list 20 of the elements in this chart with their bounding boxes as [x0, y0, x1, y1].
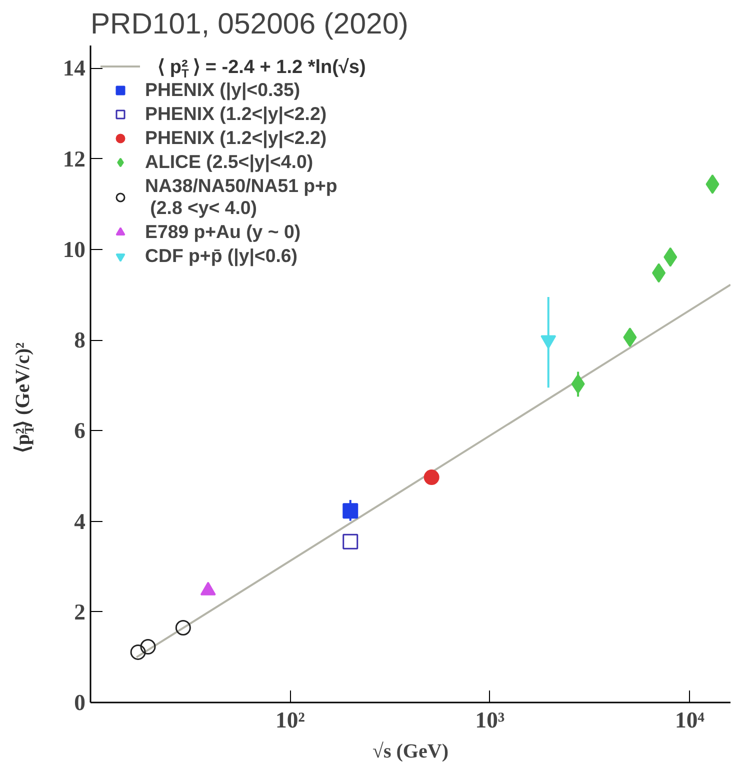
x-tick-label: 10⁴: [675, 708, 705, 732]
x-axis-title: √s (GeV): [372, 740, 448, 762]
chart-title: PRD101, 052006 (2020): [90, 8, 408, 40]
y-tick-label: 2: [74, 599, 86, 624]
y-tick-label: 14: [62, 56, 86, 81]
legend-label: PHENIX (1.2<|y|<2.2): [145, 127, 327, 149]
legend-label: PHENIX (|y|<0.35): [145, 79, 300, 101]
y-tick-label: 8: [74, 328, 86, 353]
legend-label: CDF p+p̄ (|y|<0.6): [145, 245, 298, 267]
legend-label: NA38/NA50/NA51 p+p (2.8 <y< 4.0): [145, 175, 338, 219]
legend-label: E789 p+Au (y ~ 0): [145, 221, 301, 243]
y-tick-label: 10: [62, 236, 86, 262]
legend-label: PHENIX (1.2<|y|<2.2): [145, 103, 327, 125]
y-tick-label: 6: [74, 418, 86, 444]
y-tick-label: 0: [74, 690, 86, 715]
y-tick-label: 4: [74, 508, 86, 534]
legend-label: ALICE (2.5<|y|<4.0): [145, 151, 314, 173]
y-tick-label: 12: [62, 146, 86, 172]
x-tick-label: 10²: [276, 708, 306, 732]
x-tick-label: 10³: [475, 708, 505, 732]
